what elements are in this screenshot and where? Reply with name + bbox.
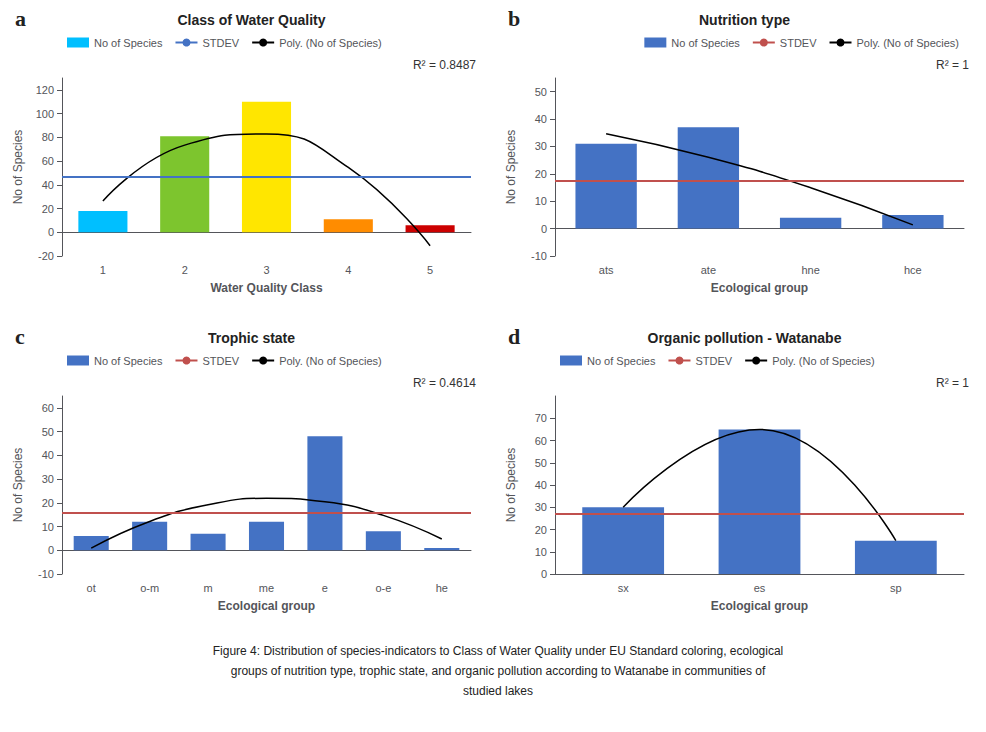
svg-text:-10: -10: [531, 250, 547, 262]
svg-text:STDEV: STDEV: [780, 37, 817, 49]
svg-text:60: 60: [42, 155, 54, 167]
svg-text:Poly. (No of Species): Poly. (No of Species): [279, 37, 382, 49]
svg-text:STDEV: STDEV: [695, 355, 732, 367]
svg-text:Nutrition type: Nutrition type: [699, 12, 790, 28]
svg-text:40: 40: [535, 479, 547, 491]
svg-text:ot: ot: [87, 582, 96, 594]
svg-text:4: 4: [345, 264, 351, 276]
svg-text:40: 40: [535, 113, 547, 125]
svg-text:60: 60: [535, 435, 547, 447]
svg-text:o-e: o-e: [375, 582, 391, 594]
svg-text:80: 80: [42, 131, 54, 143]
svg-text:3: 3: [263, 264, 269, 276]
svg-text:0: 0: [48, 544, 54, 556]
svg-text:No of Species: No of Species: [11, 448, 25, 523]
svg-text:100: 100: [36, 108, 54, 120]
svg-text:Figure 4: Distribution of spec: Figure 4: Distribution of species-indica…: [213, 644, 784, 658]
svg-text:o-m: o-m: [140, 582, 159, 594]
svg-text:No of Species: No of Species: [94, 37, 163, 49]
svg-text:30: 30: [535, 140, 547, 152]
svg-text:20: 20: [42, 497, 54, 509]
svg-text:No of Species: No of Species: [587, 355, 656, 367]
svg-text:40: 40: [42, 449, 54, 461]
svg-text:b: b: [508, 6, 520, 31]
svg-text:hne: hne: [801, 264, 819, 276]
svg-text:0: 0: [48, 226, 54, 238]
svg-text:20: 20: [535, 168, 547, 180]
svg-text:0: 0: [541, 568, 547, 580]
svg-text:10: 10: [535, 546, 547, 558]
svg-text:Class of Water Quality: Class of Water Quality: [177, 12, 325, 28]
svg-text:R² = 1: R² = 1: [936, 58, 969, 72]
svg-text:es: es: [754, 582, 766, 594]
svg-text:STDEV: STDEV: [202, 355, 239, 367]
svg-text:No of Species: No of Species: [504, 448, 518, 523]
svg-text:sx: sx: [618, 582, 630, 594]
svg-text:R² = 1: R² = 1: [936, 376, 969, 390]
svg-text:Poly. (No of Species): Poly. (No of Species): [772, 355, 875, 367]
svg-text:sp: sp: [890, 582, 902, 594]
svg-text:No of Species: No of Species: [504, 130, 518, 205]
svg-text:No of Species: No of Species: [11, 130, 25, 205]
svg-text:70: 70: [535, 412, 547, 424]
svg-text:Ecological group: Ecological group: [711, 599, 808, 613]
svg-text:-20: -20: [38, 250, 54, 262]
svg-text:Poly. (No of Species): Poly. (No of Species): [856, 37, 959, 49]
svg-text:10: 10: [535, 195, 547, 207]
svg-text:ats: ats: [599, 264, 614, 276]
svg-text:10: 10: [42, 521, 54, 533]
svg-text:Trophic state: Trophic state: [208, 330, 295, 346]
svg-text:STDEV: STDEV: [202, 37, 239, 49]
svg-text:R² = 0.4614: R² = 0.4614: [413, 376, 476, 390]
svg-text:30: 30: [535, 501, 547, 513]
svg-text:No of Species: No of Species: [671, 37, 740, 49]
svg-text:Poly. (No of Species): Poly. (No of Species): [279, 355, 382, 367]
svg-text:50: 50: [42, 426, 54, 438]
svg-text:Water Quality Class: Water Quality Class: [210, 281, 323, 295]
svg-text:studied lakes: studied lakes: [463, 684, 533, 698]
svg-text:e: e: [322, 582, 328, 594]
svg-text:1: 1: [100, 264, 106, 276]
svg-text:No of Species: No of Species: [94, 355, 163, 367]
svg-text:Ecological group: Ecological group: [711, 281, 808, 295]
svg-text:120: 120: [36, 84, 54, 96]
svg-text:2: 2: [182, 264, 188, 276]
svg-text:m: m: [203, 582, 212, 594]
svg-text:40: 40: [42, 179, 54, 191]
svg-text:he: he: [436, 582, 448, 594]
svg-text:me: me: [259, 582, 274, 594]
svg-text:Organic pollution - Watanabe: Organic pollution - Watanabe: [648, 330, 842, 346]
svg-text:5: 5: [427, 264, 433, 276]
svg-text:d: d: [508, 324, 520, 349]
svg-text:hce: hce: [904, 264, 922, 276]
svg-text:60: 60: [42, 402, 54, 414]
svg-text:20: 20: [42, 203, 54, 215]
svg-text:50: 50: [535, 457, 547, 469]
svg-text:Ecological group: Ecological group: [218, 599, 315, 613]
svg-text:ate: ate: [701, 264, 716, 276]
svg-text:0: 0: [541, 223, 547, 235]
svg-text:a: a: [15, 6, 26, 31]
svg-text:groups of nutrition type, trop: groups of nutrition type, trophic state,…: [231, 664, 766, 678]
svg-text:20: 20: [535, 524, 547, 536]
svg-text:50: 50: [535, 86, 547, 98]
svg-text:R² = 0.8487: R² = 0.8487: [413, 58, 476, 72]
svg-text:30: 30: [42, 473, 54, 485]
svg-text:-10: -10: [38, 568, 54, 580]
svg-text:c: c: [15, 324, 25, 349]
